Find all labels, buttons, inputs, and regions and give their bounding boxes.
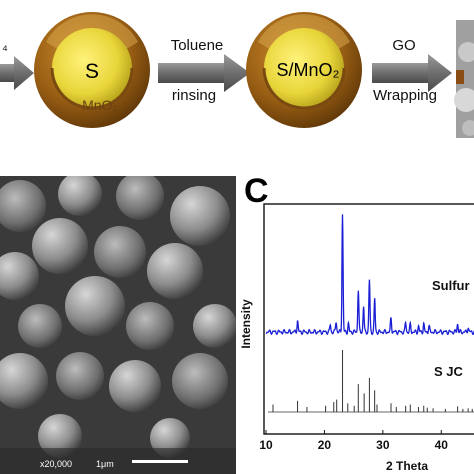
- arrow-toluene: [158, 54, 250, 92]
- arrow2-line1: GO: [392, 37, 415, 54]
- left-fragment-text: ₄: [2, 37, 8, 53]
- x-tick-label-10: 10: [259, 438, 273, 452]
- arrow-go-wrapping: [372, 54, 452, 92]
- arrow1-line1: Toluene: [171, 37, 224, 54]
- synthesis-scheme: ₄ S MnO₂ Toluene rinsing S/MnO₂ GO Wrapp…: [0, 12, 474, 138]
- arrow2-line2: Wrapping: [373, 87, 437, 104]
- sphere-s-core: [34, 12, 150, 128]
- sem-magnification: x20,000: [40, 459, 72, 469]
- xrd-series-group: [265, 214, 474, 413]
- legend-sulfur: Sulfur: [432, 278, 470, 293]
- wrapped-sphere-fragment: [454, 20, 474, 138]
- arrow1-line2: rinsing: [172, 87, 216, 104]
- x-tick-label-30: 30: [376, 438, 390, 452]
- xrd-chart: 10 20 30 40 Intensity 2 Theta Sulfur S JC: [239, 203, 474, 473]
- xrd-ticks-group: 10 20 30 40: [259, 430, 448, 452]
- sphere2-core-label: S/MnO₂: [277, 60, 340, 80]
- sem-scalebar: [132, 460, 188, 463]
- legend-s-jcpds: S JC: [434, 364, 464, 379]
- sphere-s-mno2: [246, 12, 362, 128]
- sem-scalebar-label: 1μm: [96, 459, 114, 469]
- y-axis-title: Intensity: [239, 299, 253, 349]
- sem-particles: [0, 176, 236, 458]
- plot-frame: [263, 203, 474, 435]
- arrow-fragment-left: [0, 56, 34, 90]
- x-tick-label-20: 20: [318, 438, 332, 452]
- series-sulfur-line: [265, 214, 474, 336]
- sphere1-core-label: S: [85, 60, 99, 83]
- x-axis-title: 2 Theta: [386, 459, 428, 473]
- sphere1-shell-label: MnO₂: [82, 97, 118, 113]
- x-tick-label-40: 40: [435, 438, 449, 452]
- sem-image: x20,000 1μm: [0, 176, 236, 474]
